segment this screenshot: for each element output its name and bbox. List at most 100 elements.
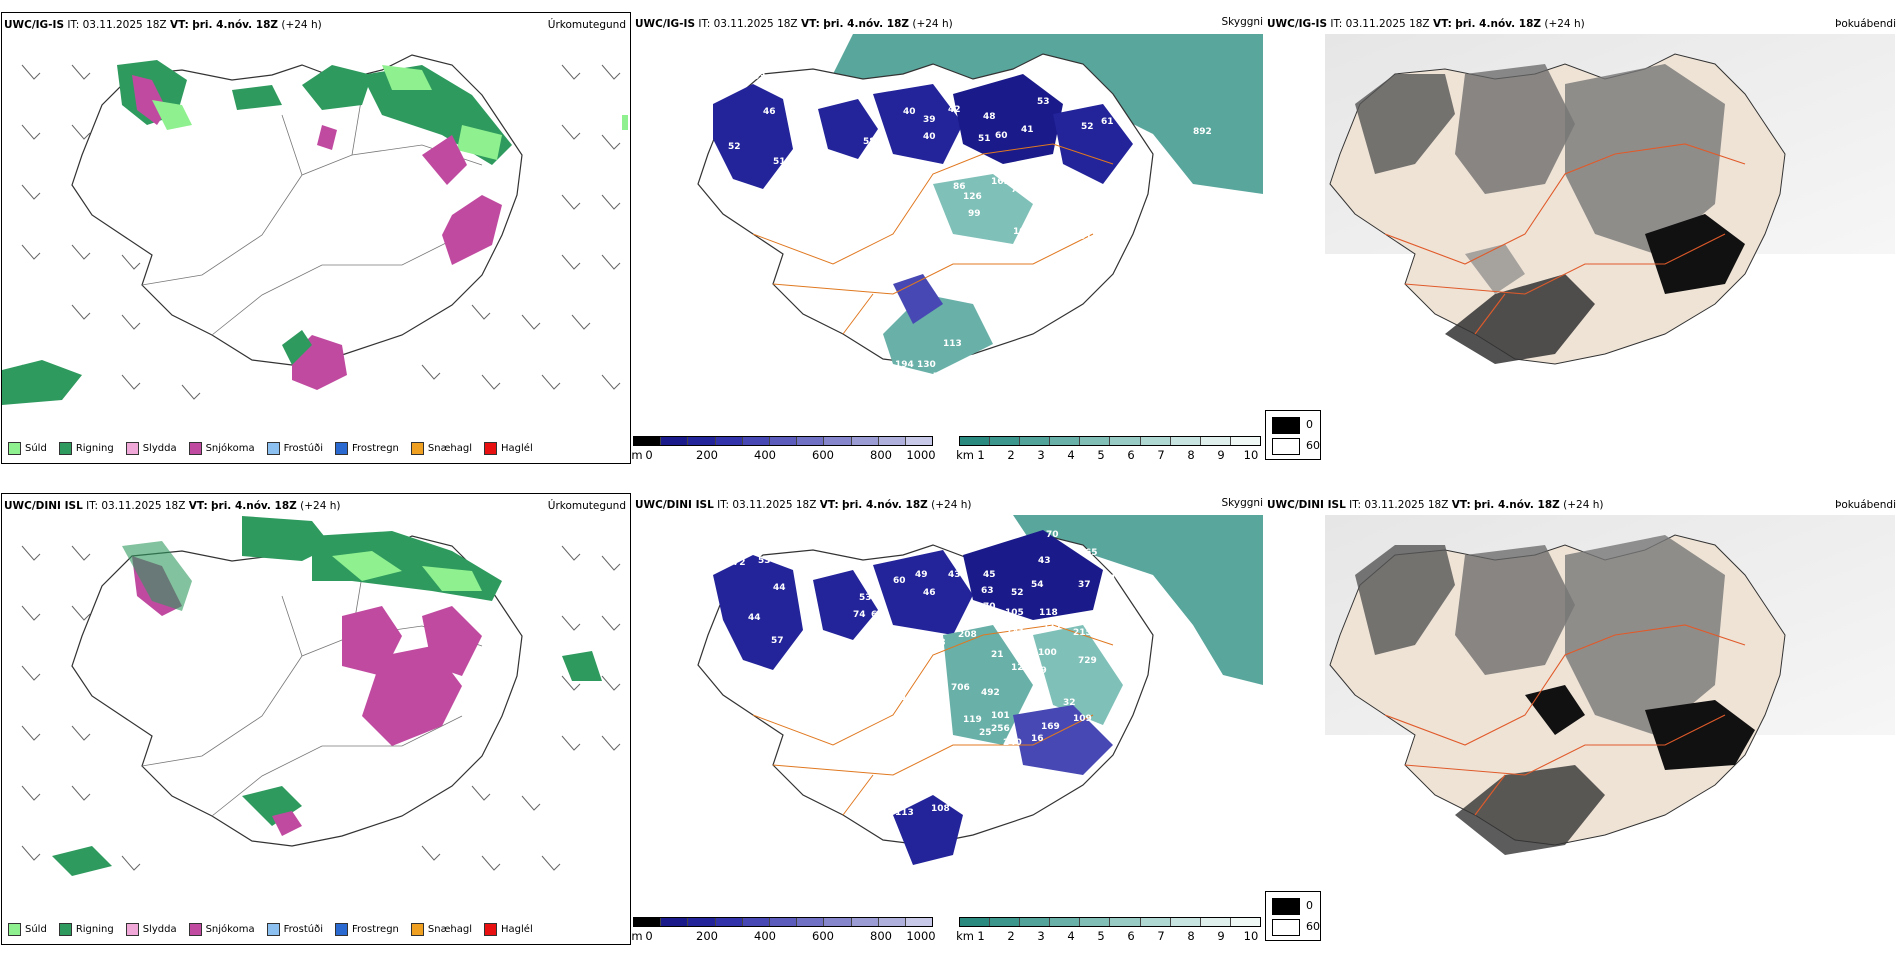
svg-text:270: 270 [1078,277,1097,287]
svg-text:99: 99 [968,209,981,219]
panel-title: UWC/IG-IS IT: 03.11.2025 18Z VT: þri. 4.… [635,18,953,30]
svg-text:40: 40 [923,132,936,142]
panel-name: Úrkomutegund [547,19,626,31]
precip-map [2,54,628,405]
svg-text:105: 105 [891,267,910,277]
svg-text:72: 72 [733,558,746,568]
svg-text:32: 32 [1063,698,1076,708]
legend-item-slydda: Slydda [125,442,177,455]
svg-text:51: 51 [978,134,991,144]
svg-text:126: 126 [963,192,982,202]
fog-index-panel: UWC/IG-IS IT: 03.11.2025 18Z VT: þri. 4.… [1265,12,1900,474]
svg-text:105: 105 [1005,608,1024,618]
svg-text:48: 48 [983,112,996,122]
cloud-map: 53 46 38 52 51 51 58 86 40 39 40 42 70 6… [697,34,1263,405]
svg-text:111: 111 [1043,622,1062,632]
fog-index-panel: UWC/DINI ISL IT: 03.11.2025 18Z VT: þri.… [1265,493,1900,955]
svg-text:118: 118 [1039,608,1058,618]
svg-text:60: 60 [793,676,806,686]
svg-text:46: 46 [923,588,936,598]
svg-text:103: 103 [918,389,937,399]
roads [141,575,483,817]
svg-text:52: 52 [1081,122,1094,132]
panel-name: Þokuábendi [1835,499,1896,511]
legend-item-snaehagl: Snæhagl [410,442,472,455]
fog-map [1325,34,1895,365]
svg-text:44: 44 [748,613,761,623]
svg-text:215: 215 [1073,628,1092,638]
svg-text:181: 181 [963,616,982,626]
svg-text:53: 53 [758,556,771,566]
svg-text:113: 113 [943,339,962,349]
legend-item-frostudi: Frostúði [266,923,323,936]
svg-text:61: 61 [943,169,956,179]
svg-text:53: 53 [1037,97,1050,107]
svg-text:11: 11 [917,688,930,698]
svg-text:37: 37 [1078,580,1091,590]
legend-item-slydda: Slydda [125,923,177,936]
legend-item-snaehagl: Snæhagl [410,923,472,936]
cloud-map: 70 72 53 44 44 57 60 53 74 69 60 49 46 4… [697,515,1263,865]
roads [1384,624,1746,816]
svg-text:129: 129 [1011,663,1030,673]
legend-item-rigning: Rigning [58,442,114,455]
visibility-colorbar: km 1 2 3 4 5 6 7 8 9 10 [956,917,1261,953]
svg-text:41: 41 [1021,125,1034,135]
svg-text:25: 25 [979,728,992,738]
svg-text:43: 43 [1038,556,1051,566]
svg-text:52: 52 [728,142,741,152]
panel-name: Skyggni [1221,497,1264,509]
svg-text:95: 95 [898,395,911,405]
precip-areas [2,60,628,405]
roads [752,624,1114,816]
legend-item-suld: Súld [8,923,47,936]
legend-item-frostregn: Frostregn [335,442,399,455]
cloud-base-labels: 53 46 38 52 51 51 58 86 40 39 40 42 70 6… [728,72,1212,405]
svg-text:88: 88 [933,638,946,648]
cloud-visibility-panel: UWC/IG-IS IT: 03.11.2025 18Z VT: þri. 4.… [631,12,1264,474]
iceland-outline [71,54,523,366]
fog-legend: 0 60 [1265,410,1321,460]
svg-text:387: 387 [1093,207,1112,217]
svg-text:108: 108 [901,693,920,703]
cloud-base-labels: 70 72 53 44 44 57 60 53 74 69 60 49 46 4… [733,530,1136,818]
svg-text:701: 701 [1073,232,1092,242]
svg-text:74: 74 [853,610,866,620]
svg-text:40: 40 [903,107,916,117]
precip-map [21,516,621,876]
svg-text:54: 54 [1031,580,1044,590]
cloud-visibility-panel: UWC/DINI ISL IT: 03.11.2025 18Z VT: þri.… [631,493,1264,955]
svg-text:65: 65 [1085,548,1098,558]
svg-text:49: 49 [915,570,928,580]
svg-text:51: 51 [778,197,791,207]
svg-text:892: 892 [1193,127,1212,137]
svg-text:112: 112 [869,663,888,673]
svg-text:141: 141 [1006,628,1025,638]
panel-title: UWC/DINI ISL IT: 03.11.2025 18Z VT: þri.… [4,500,341,512]
panel-name: Þokuábendi [1835,18,1896,30]
svg-text:101: 101 [991,711,1010,721]
svg-text:72: 72 [1011,185,1024,195]
svg-text:194: 194 [895,360,914,370]
svg-text:108: 108 [931,804,950,814]
height-colorbar: m 0 200 400 600 800 1000 [631,436,936,472]
precip-areas [52,516,602,876]
legend-item-haglel: Haglél [484,442,533,455]
svg-text:107: 107 [1013,227,1032,237]
svg-text:44: 44 [773,583,786,593]
panel-title: UWC/DINI ISL IT: 03.11.2025 18Z VT: þri.… [1267,499,1604,511]
forecast-row-dini-isl: UWC/DINI ISL IT: 03.11.2025 18Z VT: þri.… [0,493,1900,963]
panel-title: UWC/IG-IS IT: 03.11.2025 18Z VT: þri. 4.… [1267,18,1585,30]
svg-text:130: 130 [917,360,936,370]
roads [752,143,1114,335]
panel-name: Skyggni [1221,16,1264,28]
legend-item-suld: Súld [8,442,47,455]
svg-text:53: 53 [1091,89,1104,99]
svg-text:84: 84 [1041,197,1054,207]
svg-text:57: 57 [771,636,784,646]
visibility-area [1013,515,1263,685]
svg-text:706: 706 [951,683,970,693]
svg-text:51: 51 [773,157,786,167]
svg-text:70: 70 [1046,530,1059,540]
fog-index-areas [1355,64,1745,364]
